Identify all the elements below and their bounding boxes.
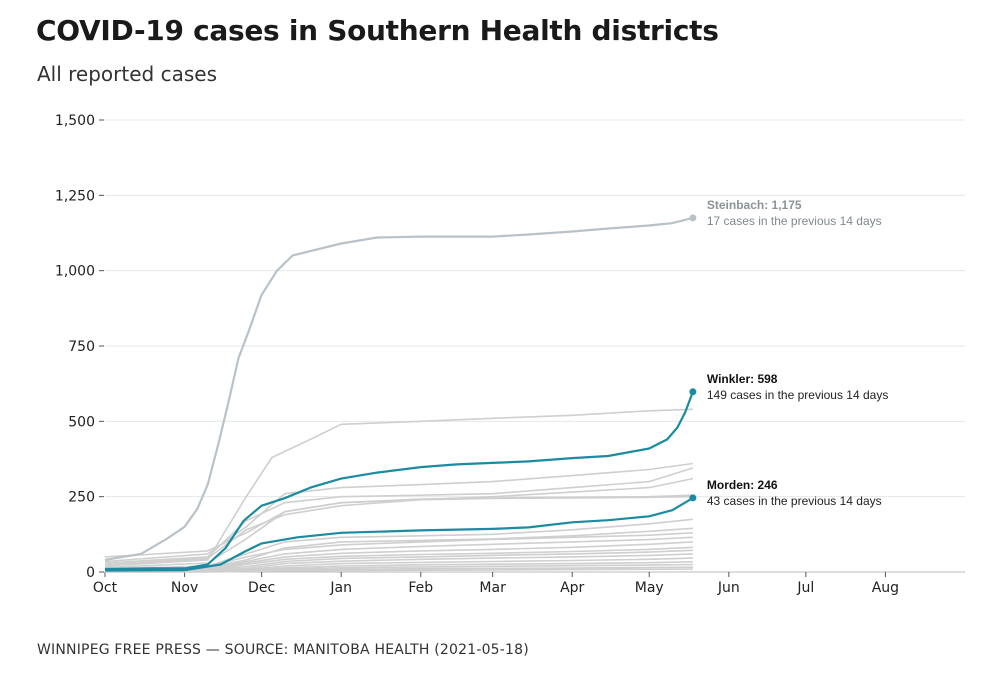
y-tick-label: 750 — [68, 339, 95, 355]
morden-end-point — [689, 494, 697, 502]
x-tick-label: Feb — [408, 580, 433, 596]
steinbach-series-line — [104, 216, 694, 561]
y-tick-label: 1,250 — [55, 188, 95, 204]
gridlines — [105, 119, 965, 498]
winkler-series-line — [104, 391, 694, 571]
background-series-line — [104, 527, 693, 571]
chart-title: COVID-19 cases in Southern Health distri… — [36, 14, 719, 47]
x-tick-label: Oct — [93, 580, 118, 596]
x-tick-label: Jan — [329, 580, 352, 596]
highlighted-series — [104, 214, 697, 572]
background-series-line — [105, 568, 693, 573]
y-tick-label: 250 — [68, 490, 95, 506]
background-series-line — [104, 546, 693, 572]
y-axis: 0 250 500 750 1,000 1,250 1,500 — [55, 113, 104, 581]
steinbach-label-name: Steinbach: 1,175 — [707, 198, 802, 212]
x-tick-label: Dec — [248, 580, 275, 596]
x-tick-label: Jun — [717, 580, 740, 596]
x-axis: Oct Nov Dec Jan Feb Mar Apr May Jun Jul Aug — [93, 571, 965, 596]
background-series-line — [104, 536, 693, 571]
y-tick-label: 1,500 — [55, 113, 95, 129]
chart-subtitle: All reported cases — [37, 62, 217, 86]
morden-label-name: Morden: 246 — [707, 478, 778, 492]
morden-label-sub: 43 cases in the previous 14 days — [707, 494, 882, 508]
background-series-line — [104, 408, 693, 567]
background-series-line — [104, 467, 694, 564]
background-series — [104, 408, 694, 573]
winkler-label-name: Winkler: 598 — [707, 372, 778, 386]
winkler-label-sub: 149 cases in the previous 14 days — [707, 388, 888, 402]
x-tick-label: Nov — [171, 580, 198, 596]
x-tick-label: Aug — [872, 580, 899, 596]
y-tick-label: 500 — [68, 414, 95, 430]
background-series-line — [104, 549, 693, 572]
steinbach-label-sub: 17 cases in the previous 14 days — [707, 214, 882, 228]
y-tick-label: 1,000 — [55, 264, 95, 280]
morden-series-line — [104, 496, 694, 572]
background-series-line — [104, 462, 694, 563]
winkler-end-point — [689, 388, 697, 396]
background-series-line — [104, 495, 693, 558]
x-tick-label: Jul — [796, 580, 814, 596]
x-tick-label: Apr — [560, 580, 584, 596]
y-tick-label: 0 — [86, 565, 95, 581]
source-note: WINNIPEG FREE PRESS — SOURCE: MANITOBA H… — [37, 642, 529, 658]
x-tick-label: Mar — [479, 580, 506, 596]
background-series-line — [104, 541, 693, 572]
x-tick-label: May — [635, 580, 664, 596]
annotations: Steinbach: 1,175 17 cases in the previous… — [707, 198, 888, 508]
steinbach-end-point — [689, 214, 697, 222]
